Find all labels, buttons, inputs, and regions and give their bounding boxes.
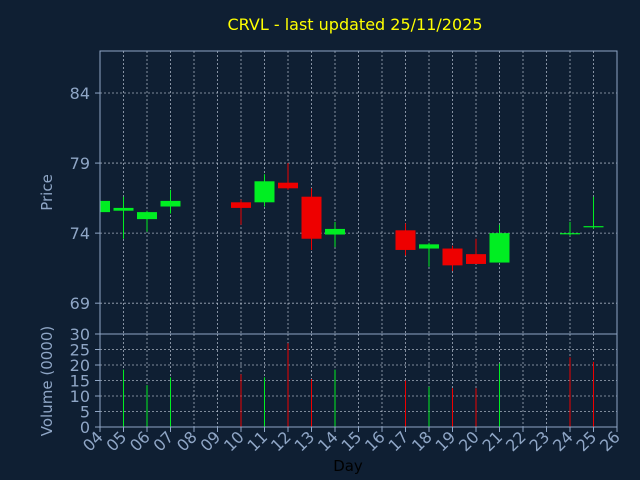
candle — [278, 163, 298, 190]
price-tick-label: 74 — [70, 224, 90, 243]
candle — [560, 221, 580, 236]
chart-title: CRVL - last updated 25/11/2025 — [228, 15, 483, 34]
candle-body — [254, 181, 275, 203]
candle — [99, 200, 110, 213]
candle-body — [560, 233, 580, 235]
price-y-label: Price — [38, 174, 56, 211]
candle-body — [325, 228, 345, 235]
candle-body — [395, 230, 416, 250]
candle — [466, 238, 486, 264]
volume-y-label: Volume (0000) — [38, 326, 56, 436]
x-axis-label: Day — [333, 457, 363, 475]
volume-tick-label: 10 — [70, 387, 90, 406]
candle-body — [231, 202, 251, 208]
candle-body — [278, 182, 298, 189]
candle — [160, 189, 181, 214]
price-tick-label: 79 — [70, 154, 90, 173]
volume-bars — [123, 343, 594, 427]
price-tick-label: 84 — [70, 84, 90, 103]
candle-body — [137, 212, 157, 220]
candle — [231, 199, 251, 225]
candle-body — [466, 254, 486, 264]
candle — [442, 245, 463, 271]
candle — [137, 210, 157, 232]
volume-tick-label: 5 — [80, 403, 90, 422]
volume-tick-label: 25 — [70, 341, 90, 360]
volume-tick-label: 0 — [80, 418, 90, 437]
candle — [489, 224, 510, 263]
price-tick-label: 69 — [70, 294, 90, 313]
volume-tick-label: 30 — [70, 325, 90, 344]
candle-body — [583, 226, 604, 228]
candle — [254, 174, 275, 207]
candle-body — [442, 248, 463, 266]
candle — [395, 223, 416, 256]
candle-body — [100, 200, 110, 213]
candle-body — [301, 196, 322, 239]
candle — [583, 196, 604, 229]
price-panel: 69 74 79 84 Price — [38, 50, 618, 335]
candle-body — [160, 200, 181, 207]
candle-body — [113, 207, 134, 211]
candle-body — [419, 244, 439, 249]
candle — [325, 221, 345, 248]
candlesticks — [99, 163, 604, 271]
x-axis-ticks: 0405060708091011121314151617181920212223… — [79, 427, 624, 455]
volume-tick-label: 20 — [70, 356, 90, 375]
volume-tick-label: 15 — [70, 372, 90, 391]
price-y-ticks: 69 74 79 84 — [70, 84, 100, 313]
candle — [419, 242, 439, 267]
candle — [301, 188, 322, 250]
candle-body — [489, 233, 510, 263]
candle — [113, 196, 134, 239]
